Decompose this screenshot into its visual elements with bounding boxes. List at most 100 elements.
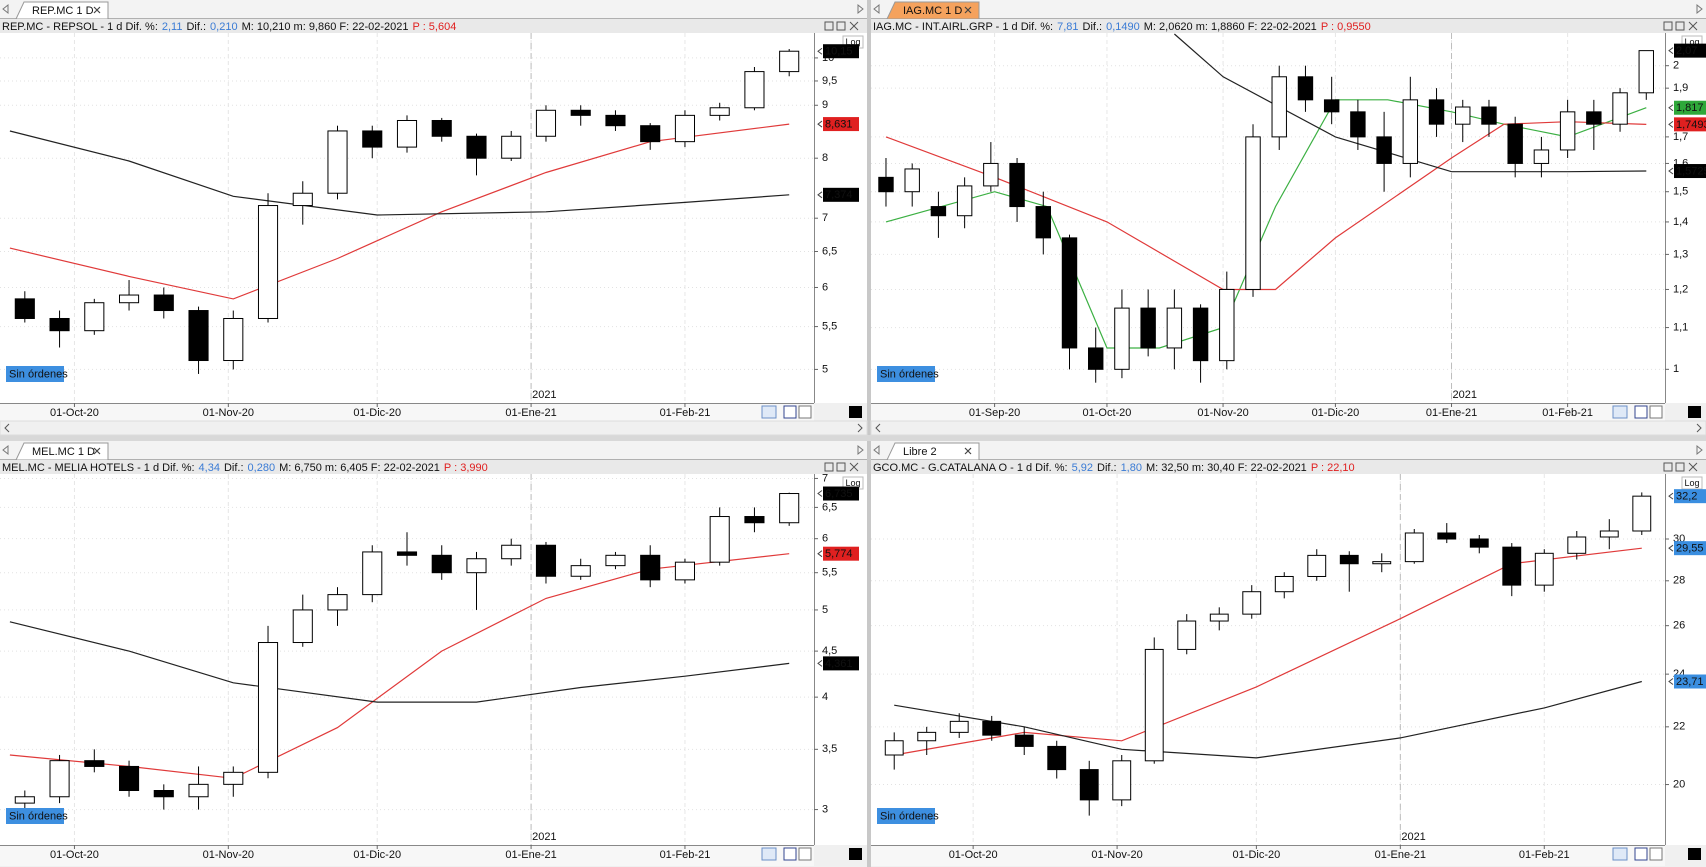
candle-body <box>1638 50 1654 94</box>
candle-body <box>1567 536 1587 554</box>
y-tick-label: 28 <box>1673 575 1685 587</box>
window-close[interactable] <box>849 21 859 31</box>
x-tick-label: 01-Dic-20 <box>353 849 401 861</box>
tab-scroll-right[interactable] <box>1696 444 1703 456</box>
orders-button[interactable] <box>6 808 64 824</box>
price-badge-label: 4,361 <box>825 658 853 670</box>
x-tick-label: 01-Oct-20 <box>50 407 99 419</box>
price-badge-label: 7,374 <box>825 189 853 201</box>
tab-scroll-left[interactable] <box>2 444 9 456</box>
moving-average-line <box>9 553 790 779</box>
candle-body <box>431 554 452 574</box>
tab-scroll-left[interactable] <box>873 3 880 15</box>
window-close[interactable] <box>1688 462 1698 472</box>
tool-icon[interactable] <box>1649 405 1663 419</box>
scrollbar[interactable] <box>870 420 1706 436</box>
header-bar <box>0 460 867 474</box>
tool-icon[interactable] <box>849 406 862 418</box>
moving-average-line <box>894 680 1642 759</box>
window-close[interactable] <box>1688 21 1698 31</box>
header-dif-pct: 7,81 <box>1057 21 1078 33</box>
window-maximize[interactable] <box>836 21 846 31</box>
tab-scroll-right[interactable] <box>1696 3 1703 15</box>
candle-body <box>84 302 105 332</box>
candle-body <box>257 642 279 773</box>
price-badge <box>823 546 859 561</box>
candle-body <box>118 765 140 792</box>
price-badge <box>1674 100 1706 115</box>
candle-body <box>362 551 383 596</box>
orders-button[interactable] <box>877 808 935 824</box>
candle-body <box>1586 111 1602 125</box>
tool-icon[interactable] <box>761 847 777 861</box>
scroll-right[interactable] <box>1696 423 1702 433</box>
tool-icon[interactable] <box>798 405 812 419</box>
price-badge <box>823 44 859 59</box>
column-splitter[interactable] <box>867 0 871 867</box>
badge-pointer <box>1668 120 1674 128</box>
tool-icon[interactable] <box>1634 847 1648 861</box>
row-splitter[interactable] <box>0 435 1706 441</box>
candle-body <box>1402 99 1419 164</box>
tool-icon[interactable] <box>1612 847 1628 861</box>
window-minimize[interactable] <box>824 462 834 472</box>
tool-icon[interactable] <box>1612 405 1628 419</box>
tool-icon[interactable] <box>1649 847 1663 861</box>
candle-body <box>983 162 999 187</box>
tool-icon[interactable] <box>798 847 812 861</box>
tool-icon[interactable] <box>761 405 777 419</box>
price-badge-label: 10,15 <box>825 46 853 58</box>
candle-body <box>709 516 730 563</box>
window-minimize[interactable] <box>824 21 834 31</box>
candle-body <box>1339 554 1359 565</box>
tool-icon[interactable] <box>1634 405 1648 419</box>
tab-close[interactable] <box>93 447 101 455</box>
moving-average-line <box>1174 33 1647 173</box>
tab-scroll-left[interactable] <box>2 3 9 15</box>
y-tick-label: 7 <box>822 212 828 224</box>
candle-body <box>982 720 1002 736</box>
window-close[interactable] <box>849 462 859 472</box>
badge-pointer <box>1668 544 1674 552</box>
candle-body <box>1242 591 1262 615</box>
y-tick-label: 1 <box>1673 363 1679 375</box>
scroll-left[interactable] <box>4 423 10 433</box>
tool-icon[interactable] <box>849 848 862 860</box>
tab-scroll-right[interactable] <box>857 3 864 15</box>
y-tick-label: 2 <box>1673 60 1679 72</box>
orders-button[interactable] <box>877 366 935 382</box>
tab-close[interactable] <box>93 6 101 14</box>
y-tick-label: 5 <box>822 363 828 375</box>
tool-icon[interactable] <box>1688 848 1701 860</box>
window-maximize[interactable] <box>1675 462 1685 472</box>
candle-body <box>570 109 591 116</box>
candle-body <box>466 558 487 574</box>
x-tick-label: 01-Dic-20 <box>1233 849 1281 861</box>
scroll-left[interactable] <box>875 423 881 433</box>
price-badge <box>1674 43 1706 58</box>
orders-button[interactable] <box>6 366 64 382</box>
tool-icon[interactable] <box>1688 406 1701 418</box>
window-maximize[interactable] <box>1675 21 1685 31</box>
scrollbar[interactable] <box>0 420 868 436</box>
scroll-right[interactable] <box>857 423 863 433</box>
window-maximize[interactable] <box>836 462 846 472</box>
window-minimize[interactable] <box>1663 462 1673 472</box>
header-bar <box>871 19 1706 33</box>
tool-icon[interactable] <box>783 405 797 419</box>
x-tick-label: 01-Sep-20 <box>969 407 1020 419</box>
header-bar <box>871 460 1706 474</box>
candle-body <box>1061 237 1078 349</box>
plot-area <box>871 474 1665 845</box>
tab-scroll-left[interactable] <box>873 444 880 456</box>
log-box[interactable] <box>1681 476 1703 490</box>
tab-scroll-right[interactable] <box>857 444 864 456</box>
candle-body <box>917 731 937 742</box>
price-badge <box>1674 541 1706 556</box>
y-tick-label: 5 <box>822 604 828 616</box>
tab-close[interactable] <box>964 6 972 14</box>
tab-close[interactable] <box>964 447 972 455</box>
x-tick-label: 01-Ene-21 <box>1375 849 1426 861</box>
tool-icon[interactable] <box>783 847 797 861</box>
window-minimize[interactable] <box>1663 21 1673 31</box>
